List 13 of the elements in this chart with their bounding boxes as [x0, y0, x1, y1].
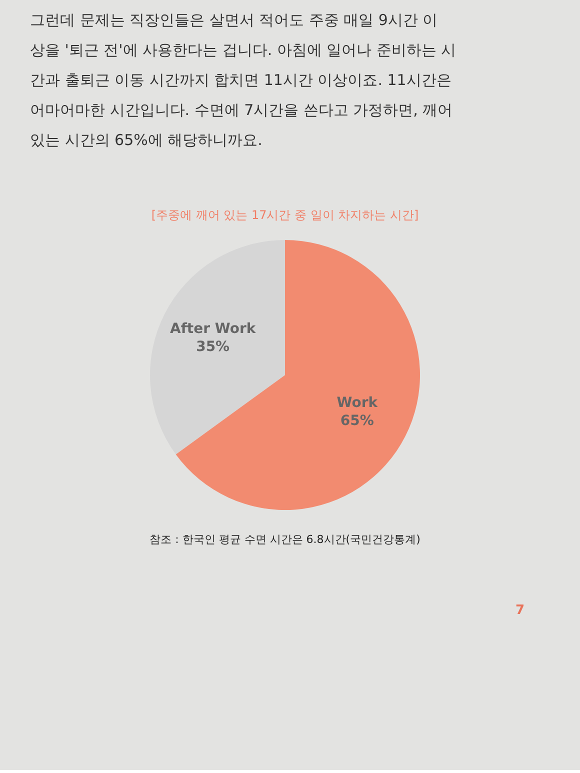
text: 그런데 문제는 직장인들은 살면서 적어도 주중 매일 9시간 이	[30, 11, 438, 29]
data-label: 65%	[340, 412, 374, 429]
slice-label: Work	[336, 394, 378, 411]
data-label: 35%	[196, 339, 230, 356]
chart-title: [주중에 깨어 있는 17시간 중 일이 차지하는 시간]	[151, 208, 419, 222]
text: 참조 : 한국인 평균 수면 시간은 6.8시간(국민건강통계)	[150, 533, 420, 546]
slice-label: After Work	[170, 321, 256, 338]
text: 있는 시간의 65%에 해당하니까요.	[30, 131, 262, 149]
text: 간과 출퇴근 이동 시간까지 합치면 11시간 이상이죠. 11시간은	[30, 71, 452, 89]
text: 7	[515, 603, 525, 618]
text: 어마어마한 시간입니다. 수면에 7시간을 쓴다고 가정하면, 깨어	[30, 101, 453, 119]
text: 상을 '퇴근 전'에 사용한다는 겁니다. 아침에 일어나 준비하는 시	[30, 41, 456, 59]
pie-slice	[150, 240, 285, 454]
